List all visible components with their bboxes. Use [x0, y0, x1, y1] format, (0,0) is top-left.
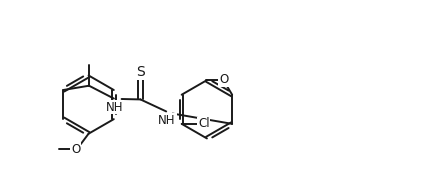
Text: O: O: [71, 143, 80, 156]
Text: S: S: [136, 65, 145, 79]
Text: Cl: Cl: [198, 117, 210, 130]
Text: NH: NH: [158, 113, 176, 127]
Text: NH: NH: [106, 101, 123, 114]
Text: O: O: [219, 73, 228, 86]
